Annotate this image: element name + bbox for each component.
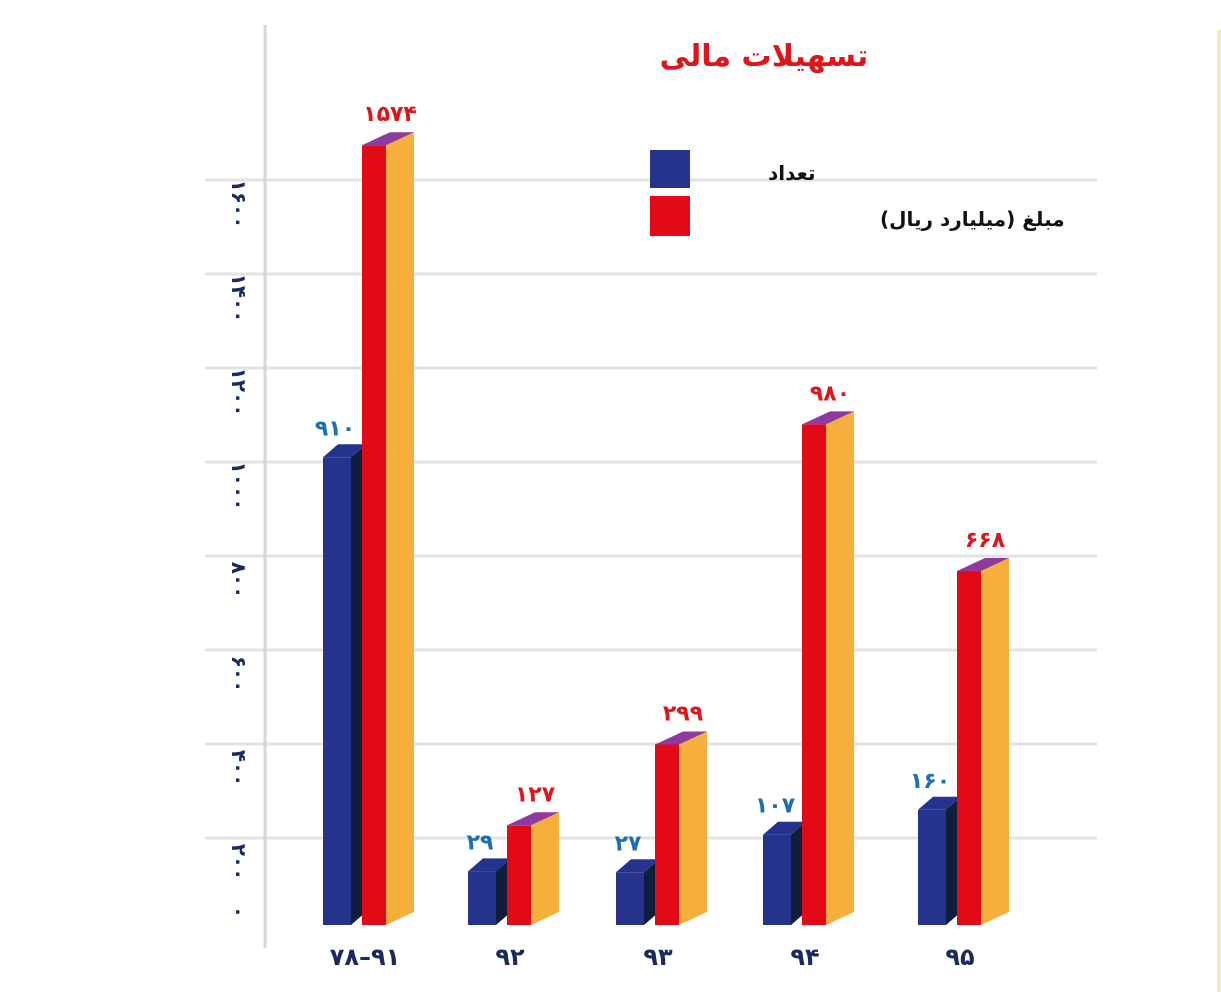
count-bar-2-top (616, 859, 659, 873)
amount-bar-3 (802, 411, 854, 925)
amount-bar-1-top (507, 812, 559, 826)
count-bar-3-top (763, 821, 806, 835)
amount-data-label-1: ۱۲۷ (515, 782, 556, 807)
y-axis-ticks: ۰ ۲۰۰ ۴۰۰ ۶۰۰ ۸۰۰ ۱۰۰۰ ۱۲۰۰ ۱۴۰۰ ۱۶۰۰ (227, 180, 251, 919)
count-bar-1-top (468, 858, 511, 872)
x-tick-label-1: ۹۲ (495, 943, 525, 971)
count-bar-0-front-base (323, 885, 351, 925)
y-tick-label: ۴۰۰ (227, 750, 251, 787)
y-tick-label: ۱۰۰۰ (227, 462, 251, 511)
amount-bar-1 (507, 812, 559, 925)
amount-data-label-4: ۶۶۸ (965, 528, 1006, 553)
count-bar-4-top (918, 796, 961, 810)
amount-bar-4-top (957, 558, 1009, 572)
count-bar-2-front (616, 872, 644, 885)
amount-bar-2-side (679, 731, 707, 925)
x-tick-label-3: ۹۴ (790, 943, 819, 971)
count-bar-2 (616, 859, 659, 925)
count-bar-1-front-base (468, 885, 496, 925)
chart-title: تسهیلات مالی (660, 39, 869, 74)
amount-bar-4-front-base (957, 885, 981, 925)
count-bar-2-front-base (616, 885, 644, 925)
amount-bar-4 (957, 558, 1009, 925)
amount-bar-3-top (802, 411, 854, 425)
amount-bar-3-front (802, 424, 826, 885)
amount-bar-0-top (362, 132, 414, 146)
amount-bar-2 (655, 731, 707, 925)
count-bar-4 (918, 796, 961, 925)
count-data-label-3: ۱۰۷ (755, 794, 796, 819)
amount-bar-2-front-base (655, 885, 679, 925)
amount-bar-0-front (362, 145, 386, 886)
count-bar-3-front-base (763, 885, 791, 925)
x-tick-label-4: ۹۵ (945, 943, 974, 971)
y-tick-label: ۸۰۰ (227, 562, 251, 599)
amount-bar-1-front-base (507, 885, 531, 925)
amount-bar-3-side (826, 411, 854, 925)
amount-bar-2-front (655, 744, 679, 885)
y-tick-label: ۰ (227, 906, 251, 918)
y-tick-label: ۱۲۰۰ (227, 368, 251, 417)
y-tick-label: ۶۰۰ (227, 656, 251, 693)
amount-bar-2-top (655, 731, 707, 745)
legend-swatch-count (650, 150, 690, 188)
amount-bar-4-front (957, 571, 981, 885)
amount-data-label-3: ۹۸۰ (810, 381, 850, 406)
count-data-label-4: ۱۶۰ (910, 769, 950, 794)
count-data-label-1: ۲۹ (467, 830, 494, 855)
count-bar-3 (763, 821, 806, 925)
y-tick-label: ۲۰۰ (227, 844, 251, 881)
count-bar-3-front (763, 834, 791, 885)
count-bar-0-top (323, 444, 366, 458)
amount-bar-1-front (507, 825, 531, 885)
legend-label-amount: مبلغ (میلیارد ریال) (880, 207, 1065, 231)
amount-bar-0-front-base (362, 885, 386, 925)
x-tick-label-0: ۷۸–۹۱ (330, 943, 401, 971)
count-bar-4-front-base (918, 885, 946, 925)
count-bar-0 (323, 444, 366, 925)
x-tick-label-2: ۹۳ (643, 943, 673, 971)
count-bar-1-front (468, 871, 496, 885)
amount-bar-4-side (981, 558, 1009, 925)
amount-data-label-2: ۲۹۹ (663, 701, 703, 726)
x-axis-ticks: ۷۸–۹۱ ۹۲ ۹۳ ۹۴ ۹۵ (330, 943, 975, 971)
amount-bar-0 (362, 132, 414, 926)
count-bar-0-front (323, 457, 351, 885)
legend-swatch-amount (650, 196, 690, 236)
amount-data-label-0: ۱۵۷۴ (363, 102, 417, 127)
amount-bar-1-side (531, 812, 559, 925)
bars: ۹۱۰ ۱۵۷۴ ۲۹ ۱۲۷ ۲۷ ۲۹۹ ۱۰۷ ۹۸۰ ۱۶۰ ۶۶۸ (315, 102, 1009, 926)
count-data-label-2: ۲۷ (615, 831, 642, 856)
legend: تعداد مبلغ (میلیارد ریال) (650, 150, 1065, 236)
amount-bar-0-side (386, 132, 414, 926)
count-bar-4-front (918, 809, 946, 885)
amount-bar-3-front-base (802, 885, 826, 925)
legend-label-count: تعداد (768, 161, 815, 185)
page-edge-strip (1217, 30, 1221, 992)
y-tick-label: ۱۶۰۰ (227, 180, 251, 229)
count-bar-1 (468, 858, 511, 925)
count-data-label-0: ۹۱۰ (315, 416, 355, 441)
y-tick-label: ۱۴۰۰ (227, 274, 251, 323)
